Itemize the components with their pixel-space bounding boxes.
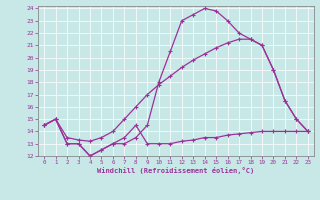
X-axis label: Windchill (Refroidissement éolien,°C): Windchill (Refroidissement éolien,°C) [97,167,255,174]
